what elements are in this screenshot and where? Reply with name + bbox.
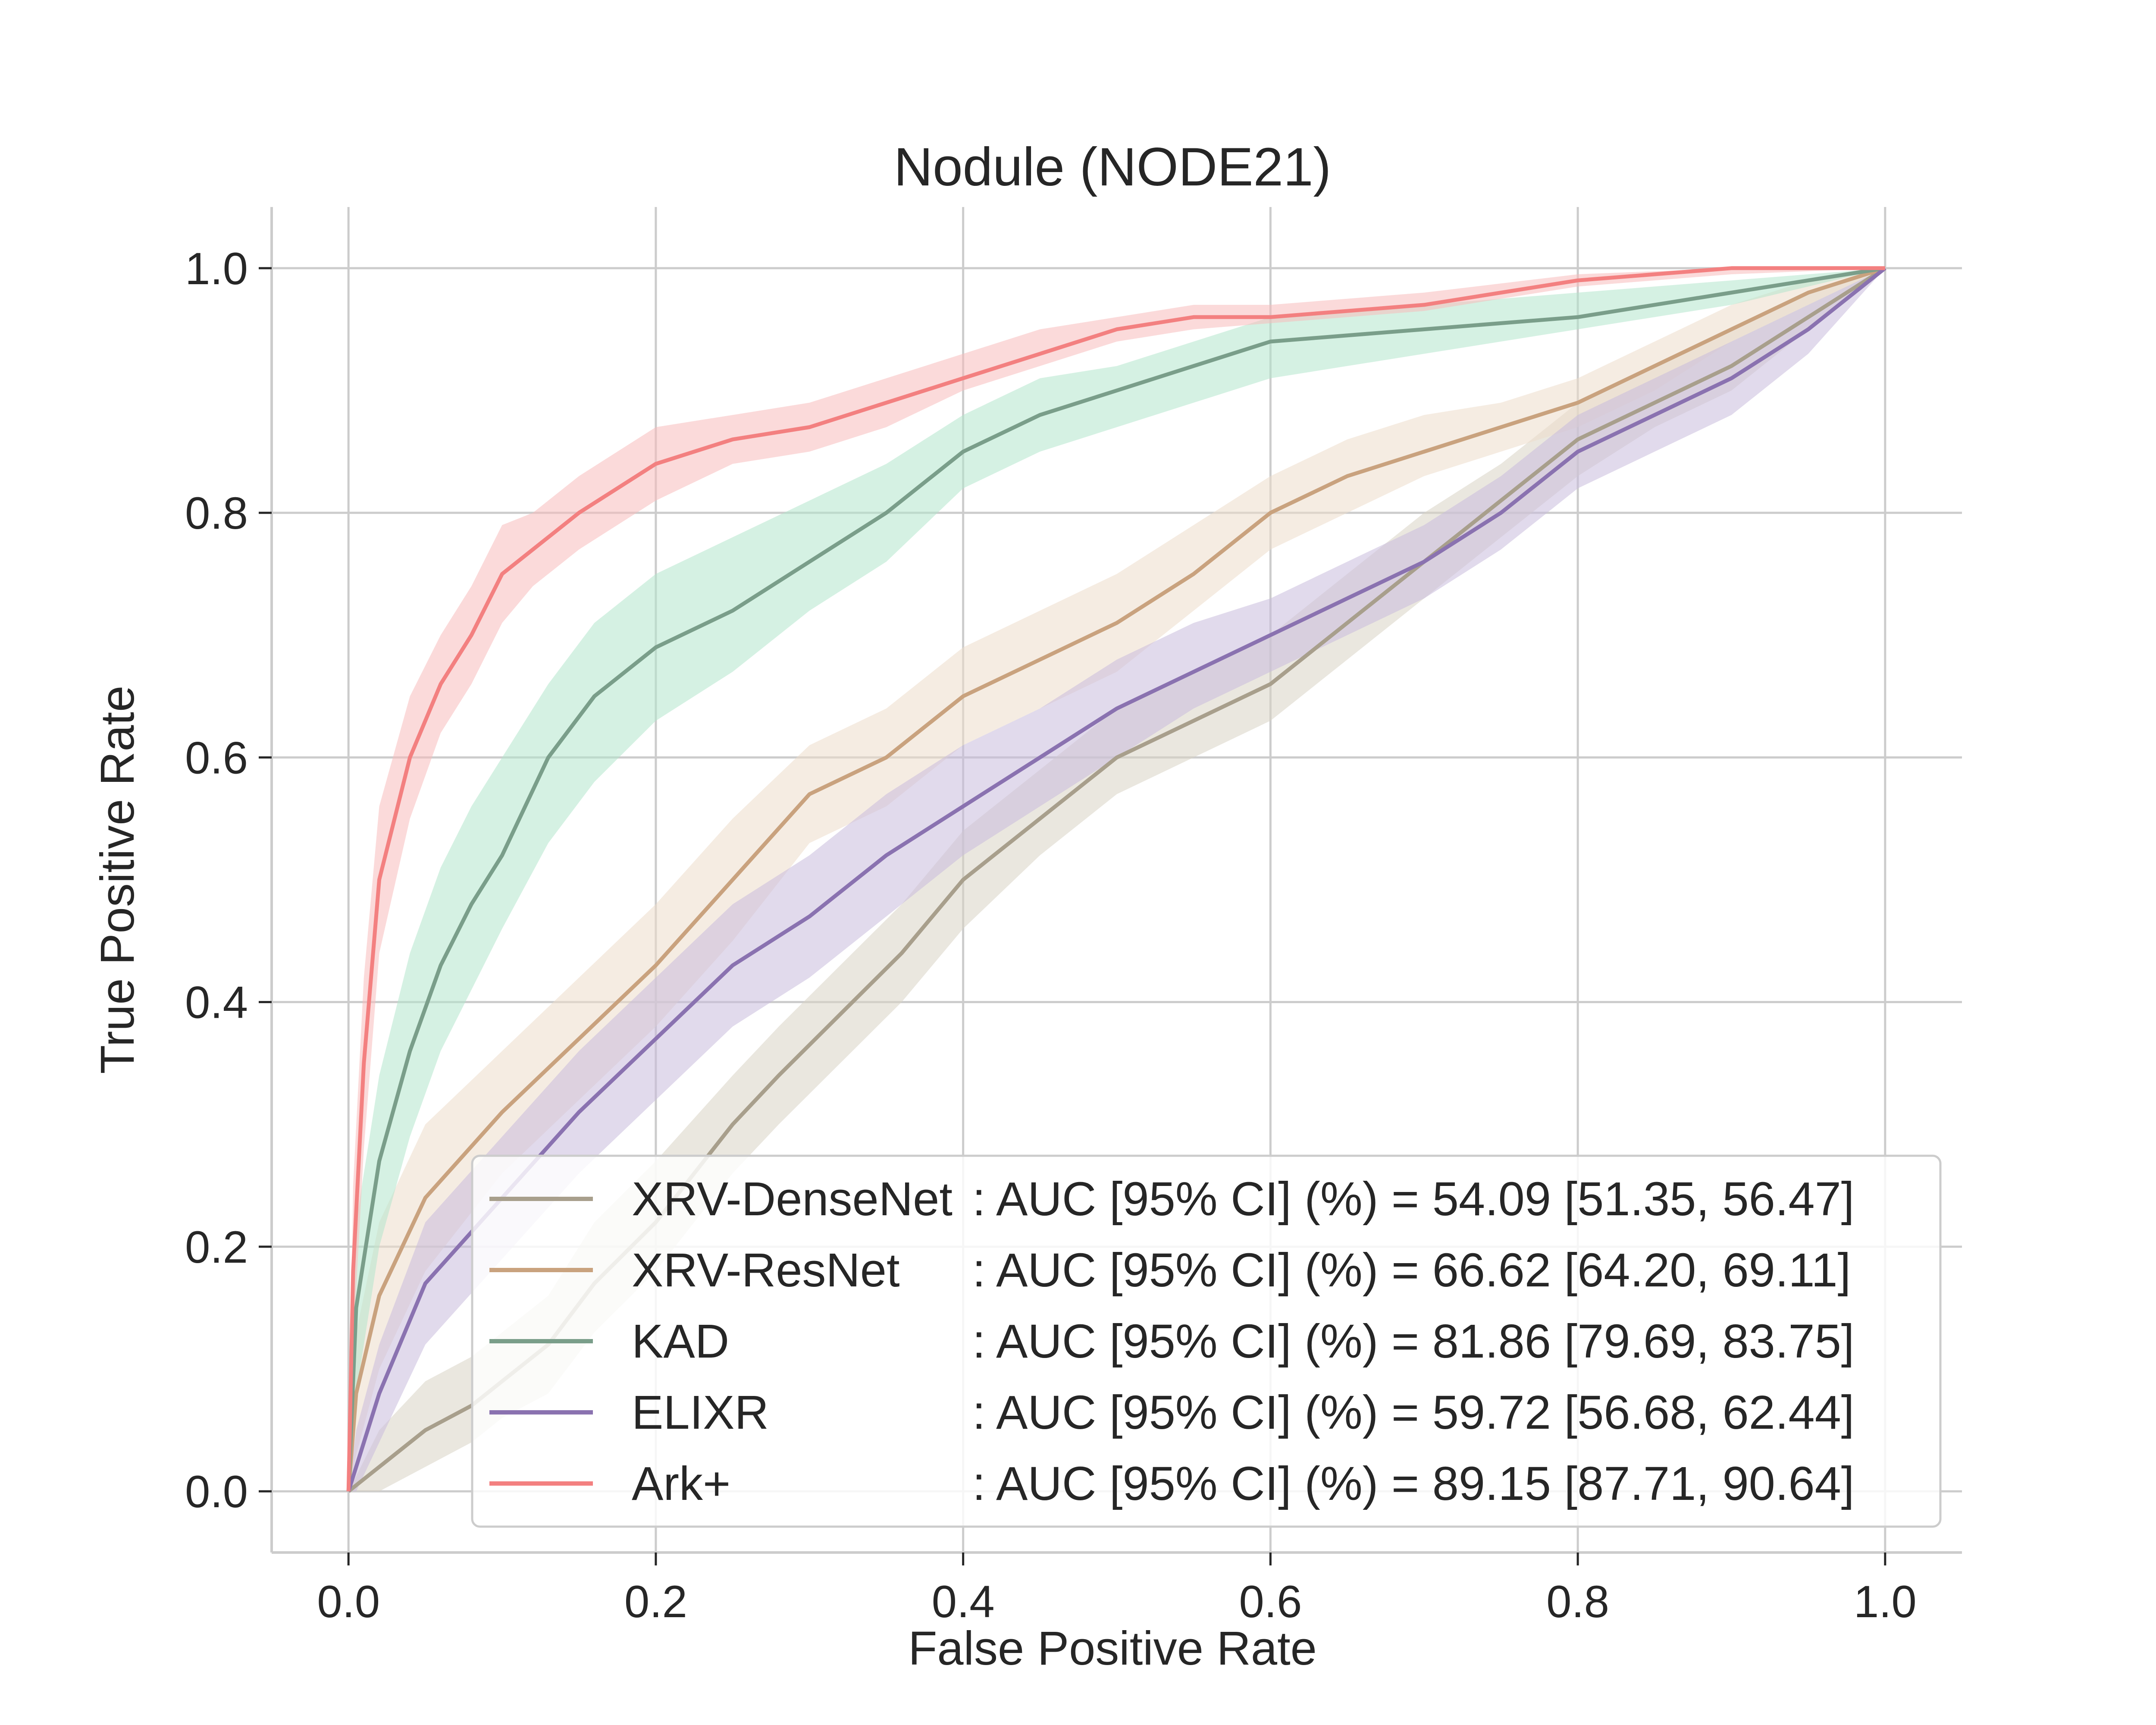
legend-item-xrv-resnet: XRV-ResNet : AUC [95% CI] (%) = 66.62 [64… bbox=[489, 1244, 1851, 1297]
x-tick-label: 1.0 bbox=[1854, 1577, 1917, 1627]
elixr-ci-band bbox=[348, 268, 1885, 1492]
y-tick-labels: 0.0 0.2 0.4 0.6 0.8 1.0 bbox=[185, 244, 272, 1517]
x-tick-label: 0.6 bbox=[1239, 1577, 1302, 1627]
x-tick-label: 0.8 bbox=[1546, 1577, 1609, 1627]
xrv-resnet-roc-line bbox=[346, 266, 1886, 1492]
y-tick-label: 1.0 bbox=[185, 244, 248, 294]
legend-item-elixr: ELIXR : AUC [95% CI] (%) = 59.72 [56.68, … bbox=[489, 1386, 1854, 1439]
legend-series-name: KAD bbox=[632, 1315, 729, 1368]
legend-auc-text: : AUC [95% CI] (%) = 81.86 [79.69, 83.75… bbox=[972, 1315, 1854, 1368]
kad-roc-line bbox=[346, 266, 1886, 1492]
legend-box bbox=[471, 1154, 1942, 1528]
y-tick-label: 0.2 bbox=[185, 1222, 248, 1273]
x-tick-label: 0.4 bbox=[932, 1577, 995, 1627]
chart-title: Nodule (NODE21) bbox=[894, 137, 1331, 197]
legend-series-name: Ark+ bbox=[632, 1457, 730, 1510]
y-tick-label: 0.8 bbox=[185, 488, 248, 539]
axes bbox=[270, 207, 1962, 1554]
legend-auc-text: : AUC [95% CI] (%) = 59.72 [56.68, 62.44… bbox=[972, 1386, 1854, 1439]
legend-series-name: ELIXR bbox=[632, 1386, 769, 1439]
legend-item-ark: Ark+ : AUC [95% CI] (%) = 89.15 [87.71, 9… bbox=[489, 1457, 1854, 1510]
y-axis-label: True Positive Rate bbox=[91, 686, 144, 1074]
legend-items: XRV-DenseNet : AUC [95% CI] (%) = 54.09 [… bbox=[489, 1173, 1854, 1510]
kad-ci-band bbox=[348, 268, 1885, 1492]
legend: XRV-DenseNet : AUC [95% CI] (%) = 54.09 [… bbox=[471, 1154, 1942, 1528]
x-tick-label: 0.2 bbox=[624, 1577, 687, 1627]
legend-series-name: XRV-ResNet bbox=[632, 1244, 900, 1297]
legend-auc-text: : AUC [95% CI] (%) = 89.15 [87.71, 90.64… bbox=[972, 1457, 1854, 1510]
y-tick-label: 0.6 bbox=[185, 733, 248, 783]
legend-item-kad: KAD : AUC [95% CI] (%) = 81.86 [79.69, 83… bbox=[489, 1315, 1854, 1368]
x-tick-label: 0.0 bbox=[317, 1577, 380, 1627]
y-tick-label: 0.4 bbox=[185, 978, 248, 1028]
legend-item-xrv-densenet: XRV-DenseNet : AUC [95% CI] (%) = 54.09 [… bbox=[489, 1173, 1854, 1226]
legend-auc-text: : AUC [95% CI] (%) = 66.62 [64.20, 69.11… bbox=[972, 1244, 1851, 1297]
ark-roc-line bbox=[346, 266, 1885, 1492]
x-tick-labels: 0.0 0.2 0.4 0.6 0.8 1.0 bbox=[317, 1552, 1917, 1627]
y-tick-label: 0.0 bbox=[185, 1467, 248, 1517]
x-axis-label: False Positive Rate bbox=[908, 1622, 1317, 1675]
legend-auc-text: : AUC [95% CI] (%) = 54.09 [51.35, 56.47… bbox=[972, 1173, 1854, 1226]
legend-series-name: XRV-DenseNet bbox=[632, 1173, 953, 1226]
